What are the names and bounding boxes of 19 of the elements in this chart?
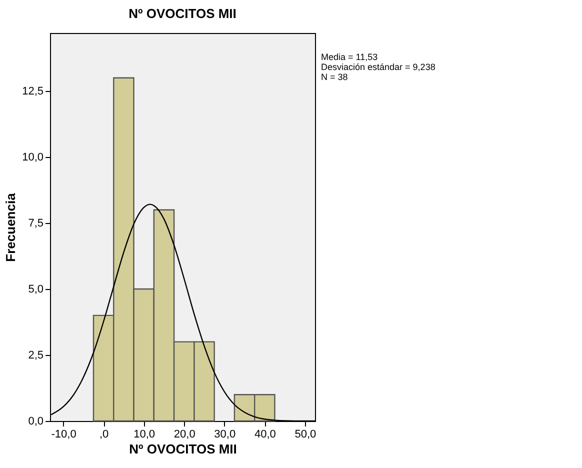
y-tick-label: 5,0 [28,284,44,296]
x-tick-label: -10,0 [51,428,76,440]
text: N = 38 [321,72,348,82]
x-tick-label: ,0 [99,428,109,440]
text: Media = 11,53 [321,52,378,62]
y-tick-label: 2,5 [28,350,44,362]
x-tick-label: 30,0 [214,428,236,440]
y-tick-label: 10,0 [22,152,44,164]
chart-title: Nº OVOCITOS MII [128,6,236,21]
y-tick-label: 12,5 [22,86,44,98]
x-tick-label: 20,0 [174,428,196,440]
y-tick-label: 7,5 [28,218,44,230]
y-axis-title: Frecuencia [3,192,18,262]
y-tick-label: 0,0 [28,416,44,428]
x-tick-label: 40,0 [254,428,276,440]
x-tick-label: 10,0 [134,428,156,440]
text: Desviación estándar = 9,238 [321,62,436,72]
x-axis-title: Nº OVOCITOS MII [129,442,237,456]
x-tick-label: 50,0 [294,428,316,440]
